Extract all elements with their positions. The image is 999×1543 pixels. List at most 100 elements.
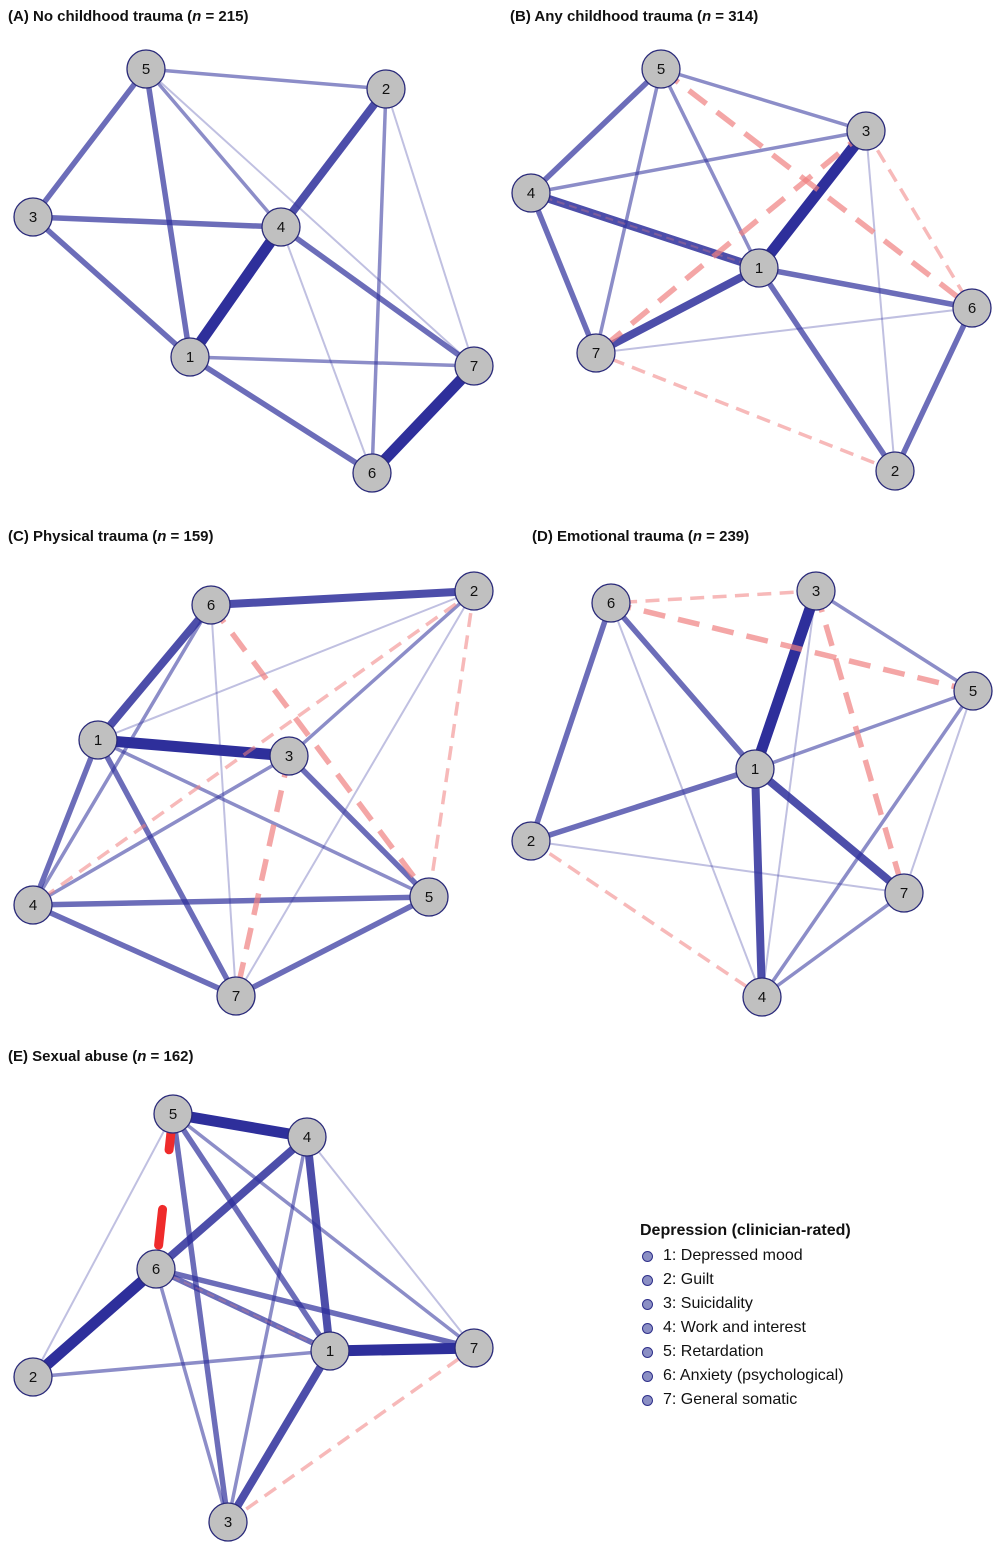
- positive-edge-3-5: [173, 1114, 228, 1522]
- legend: Depression (clinician-rated) 1: Depresse…: [640, 1222, 851, 1412]
- positive-edge-4-5: [762, 691, 973, 997]
- positive-edge-1-7: [330, 1348, 474, 1351]
- positive-edge-2-7: [386, 89, 474, 366]
- positive-edge-1-3: [33, 217, 190, 357]
- node-label: 6: [152, 1261, 160, 1278]
- legend-marker-icon: [642, 1395, 653, 1406]
- positive-edge-1-3: [759, 131, 866, 268]
- negative-edge-5-6: [156, 1114, 173, 1269]
- positive-edge-4-5: [173, 1114, 307, 1137]
- node-label: 2: [470, 583, 478, 600]
- node-label: 4: [277, 219, 285, 236]
- node-label: 1: [186, 349, 194, 366]
- negative-edge-3-7: [236, 756, 289, 996]
- positive-edge-1-2: [98, 591, 474, 740]
- positive-edge-2-3: [289, 591, 474, 756]
- positive-edge-2-6: [211, 591, 474, 605]
- legend-marker-icon: [642, 1251, 653, 1262]
- positive-edge-1-6: [611, 603, 755, 769]
- node-label: 6: [607, 595, 615, 612]
- legend-item: 4: Work and interest: [640, 1316, 851, 1340]
- positive-edge-4-7: [33, 905, 236, 996]
- legend-label: 2: Guilt: [663, 1271, 714, 1289]
- positive-edge-1-4: [755, 769, 762, 997]
- legend-marker-icon: [642, 1323, 653, 1334]
- positive-edge-3-5: [289, 756, 429, 897]
- positive-edge-3-5: [33, 69, 146, 217]
- node-label: 7: [232, 988, 240, 1005]
- positive-edge-1-4: [190, 227, 281, 357]
- negative-edge-3-6: [611, 591, 816, 603]
- positive-edge-1-6: [98, 605, 211, 740]
- positive-edge-1-7: [98, 740, 236, 996]
- node-label: 4: [29, 897, 37, 914]
- legend-label: 5: Retardation: [663, 1343, 764, 1361]
- legend-item: 5: Retardation: [640, 1340, 851, 1364]
- legend-item: 2: Guilt: [640, 1268, 851, 1292]
- negative-edge-2-7: [596, 353, 895, 471]
- node-label: 7: [900, 885, 908, 902]
- legend-item: 3: Suicidality: [640, 1292, 851, 1316]
- node-label: 3: [862, 123, 870, 140]
- positive-edge-4-6: [281, 227, 372, 473]
- node-label: 5: [657, 61, 665, 78]
- node-label: 6: [968, 300, 976, 317]
- positive-edge-3-4: [531, 131, 866, 193]
- node-label: 5: [969, 683, 977, 700]
- positive-edge-5-7: [146, 69, 474, 366]
- positive-edge-3-4: [33, 756, 289, 905]
- positive-edge-2-6: [531, 603, 611, 841]
- legend-marker-icon: [642, 1275, 653, 1286]
- negative-edge-2-4: [531, 841, 762, 997]
- legend-marker-icon: [642, 1371, 653, 1382]
- legend-marker-icon: [642, 1347, 653, 1358]
- positive-edge-1-3: [755, 591, 816, 769]
- legend-label: 6: Anxiety (psychological): [663, 1367, 844, 1385]
- positive-edge-6-7: [372, 366, 474, 473]
- positive-edge-3-4: [762, 591, 816, 997]
- positive-edge-5-7: [596, 69, 661, 353]
- legend-label: 7: General somatic: [663, 1391, 797, 1409]
- negative-edge-3-7: [228, 1348, 474, 1522]
- node-label: 6: [368, 465, 376, 482]
- node-label: 2: [29, 1369, 37, 1386]
- node-label: 4: [758, 989, 766, 1006]
- positive-edge-1-5: [755, 691, 973, 769]
- positive-edge-4-7: [762, 893, 904, 997]
- positive-edge-1-3: [228, 1351, 330, 1522]
- network-d: 1234567: [512, 572, 992, 1016]
- node-label: 5: [425, 889, 433, 906]
- positive-edge-1-2: [759, 268, 895, 471]
- positive-edge-4-6: [33, 605, 211, 905]
- positive-edge-3-6: [156, 1269, 228, 1522]
- node-label: 5: [169, 1106, 177, 1123]
- positive-edge-4-5: [531, 69, 661, 193]
- positive-edge-1-2: [531, 769, 755, 841]
- positive-edge-1-7: [596, 268, 759, 353]
- positive-edge-4-7: [307, 1137, 474, 1348]
- node-label: 2: [527, 833, 535, 850]
- legend-title: Depression (clinician-rated): [640, 1222, 851, 1240]
- negative-edge-3-6: [866, 131, 972, 308]
- legend-label: 3: Suicidality: [663, 1295, 753, 1313]
- legend-item: 7: General somatic: [640, 1388, 851, 1412]
- negative-edge-3-7: [596, 131, 866, 353]
- positive-edge-6-7: [596, 308, 972, 353]
- network-a: 1234567: [14, 50, 493, 492]
- positive-edge-3-5: [661, 69, 866, 131]
- node-label: 1: [94, 732, 102, 749]
- positive-edge-5-7: [904, 691, 973, 893]
- node-label: 3: [285, 748, 293, 765]
- network-c: 1234 567: [14, 572, 493, 1015]
- positive-edge-2-5: [146, 69, 386, 89]
- network-b: 1234567: [512, 50, 991, 490]
- node-label: 1: [755, 260, 763, 277]
- node-label: 7: [470, 1340, 478, 1357]
- positive-edge-3-4: [33, 217, 281, 227]
- legend-item: 1: Depressed mood: [640, 1244, 851, 1268]
- positive-edge-1-6: [759, 268, 972, 308]
- positive-edge-4-6: [611, 603, 762, 997]
- positive-edge-4-7: [531, 193, 596, 353]
- negative-edge-2-5: [429, 591, 474, 897]
